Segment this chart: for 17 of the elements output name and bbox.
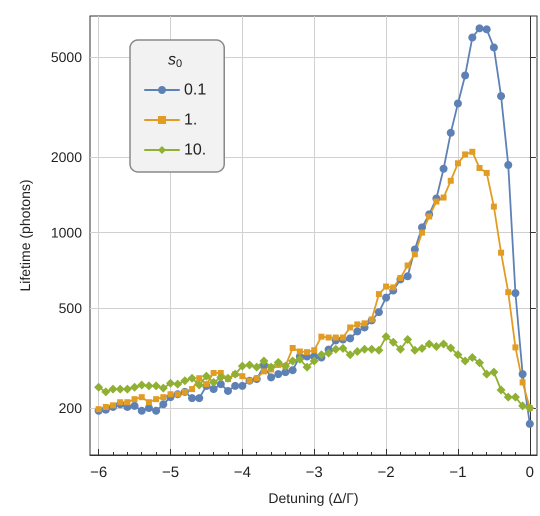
x-axis-title: Detuning (Δ/Γ)	[268, 490, 359, 506]
legend-label: 10.	[184, 142, 206, 158]
x-tick-label: 0	[526, 464, 534, 481]
y-tick-label: 1000	[50, 224, 82, 241]
x-tick-label: −4	[234, 464, 251, 481]
legend-label: 0.1	[184, 82, 206, 98]
y-axis-title: Lifetime (photons)	[17, 179, 33, 292]
y-tick-label: 2000	[50, 149, 82, 166]
x-tick-label: −2	[378, 464, 395, 481]
x-tick-label: −1	[449, 464, 467, 481]
legend-label: 1.	[184, 112, 198, 128]
x-tick-label: −3	[306, 464, 323, 481]
y-tick-label: 5000	[50, 49, 82, 66]
x-tick-label: −5	[162, 464, 180, 481]
x-tick-label: −6	[90, 464, 108, 481]
y-tick-label: 200	[58, 400, 82, 416]
y-tick-label: 500	[58, 300, 82, 316]
